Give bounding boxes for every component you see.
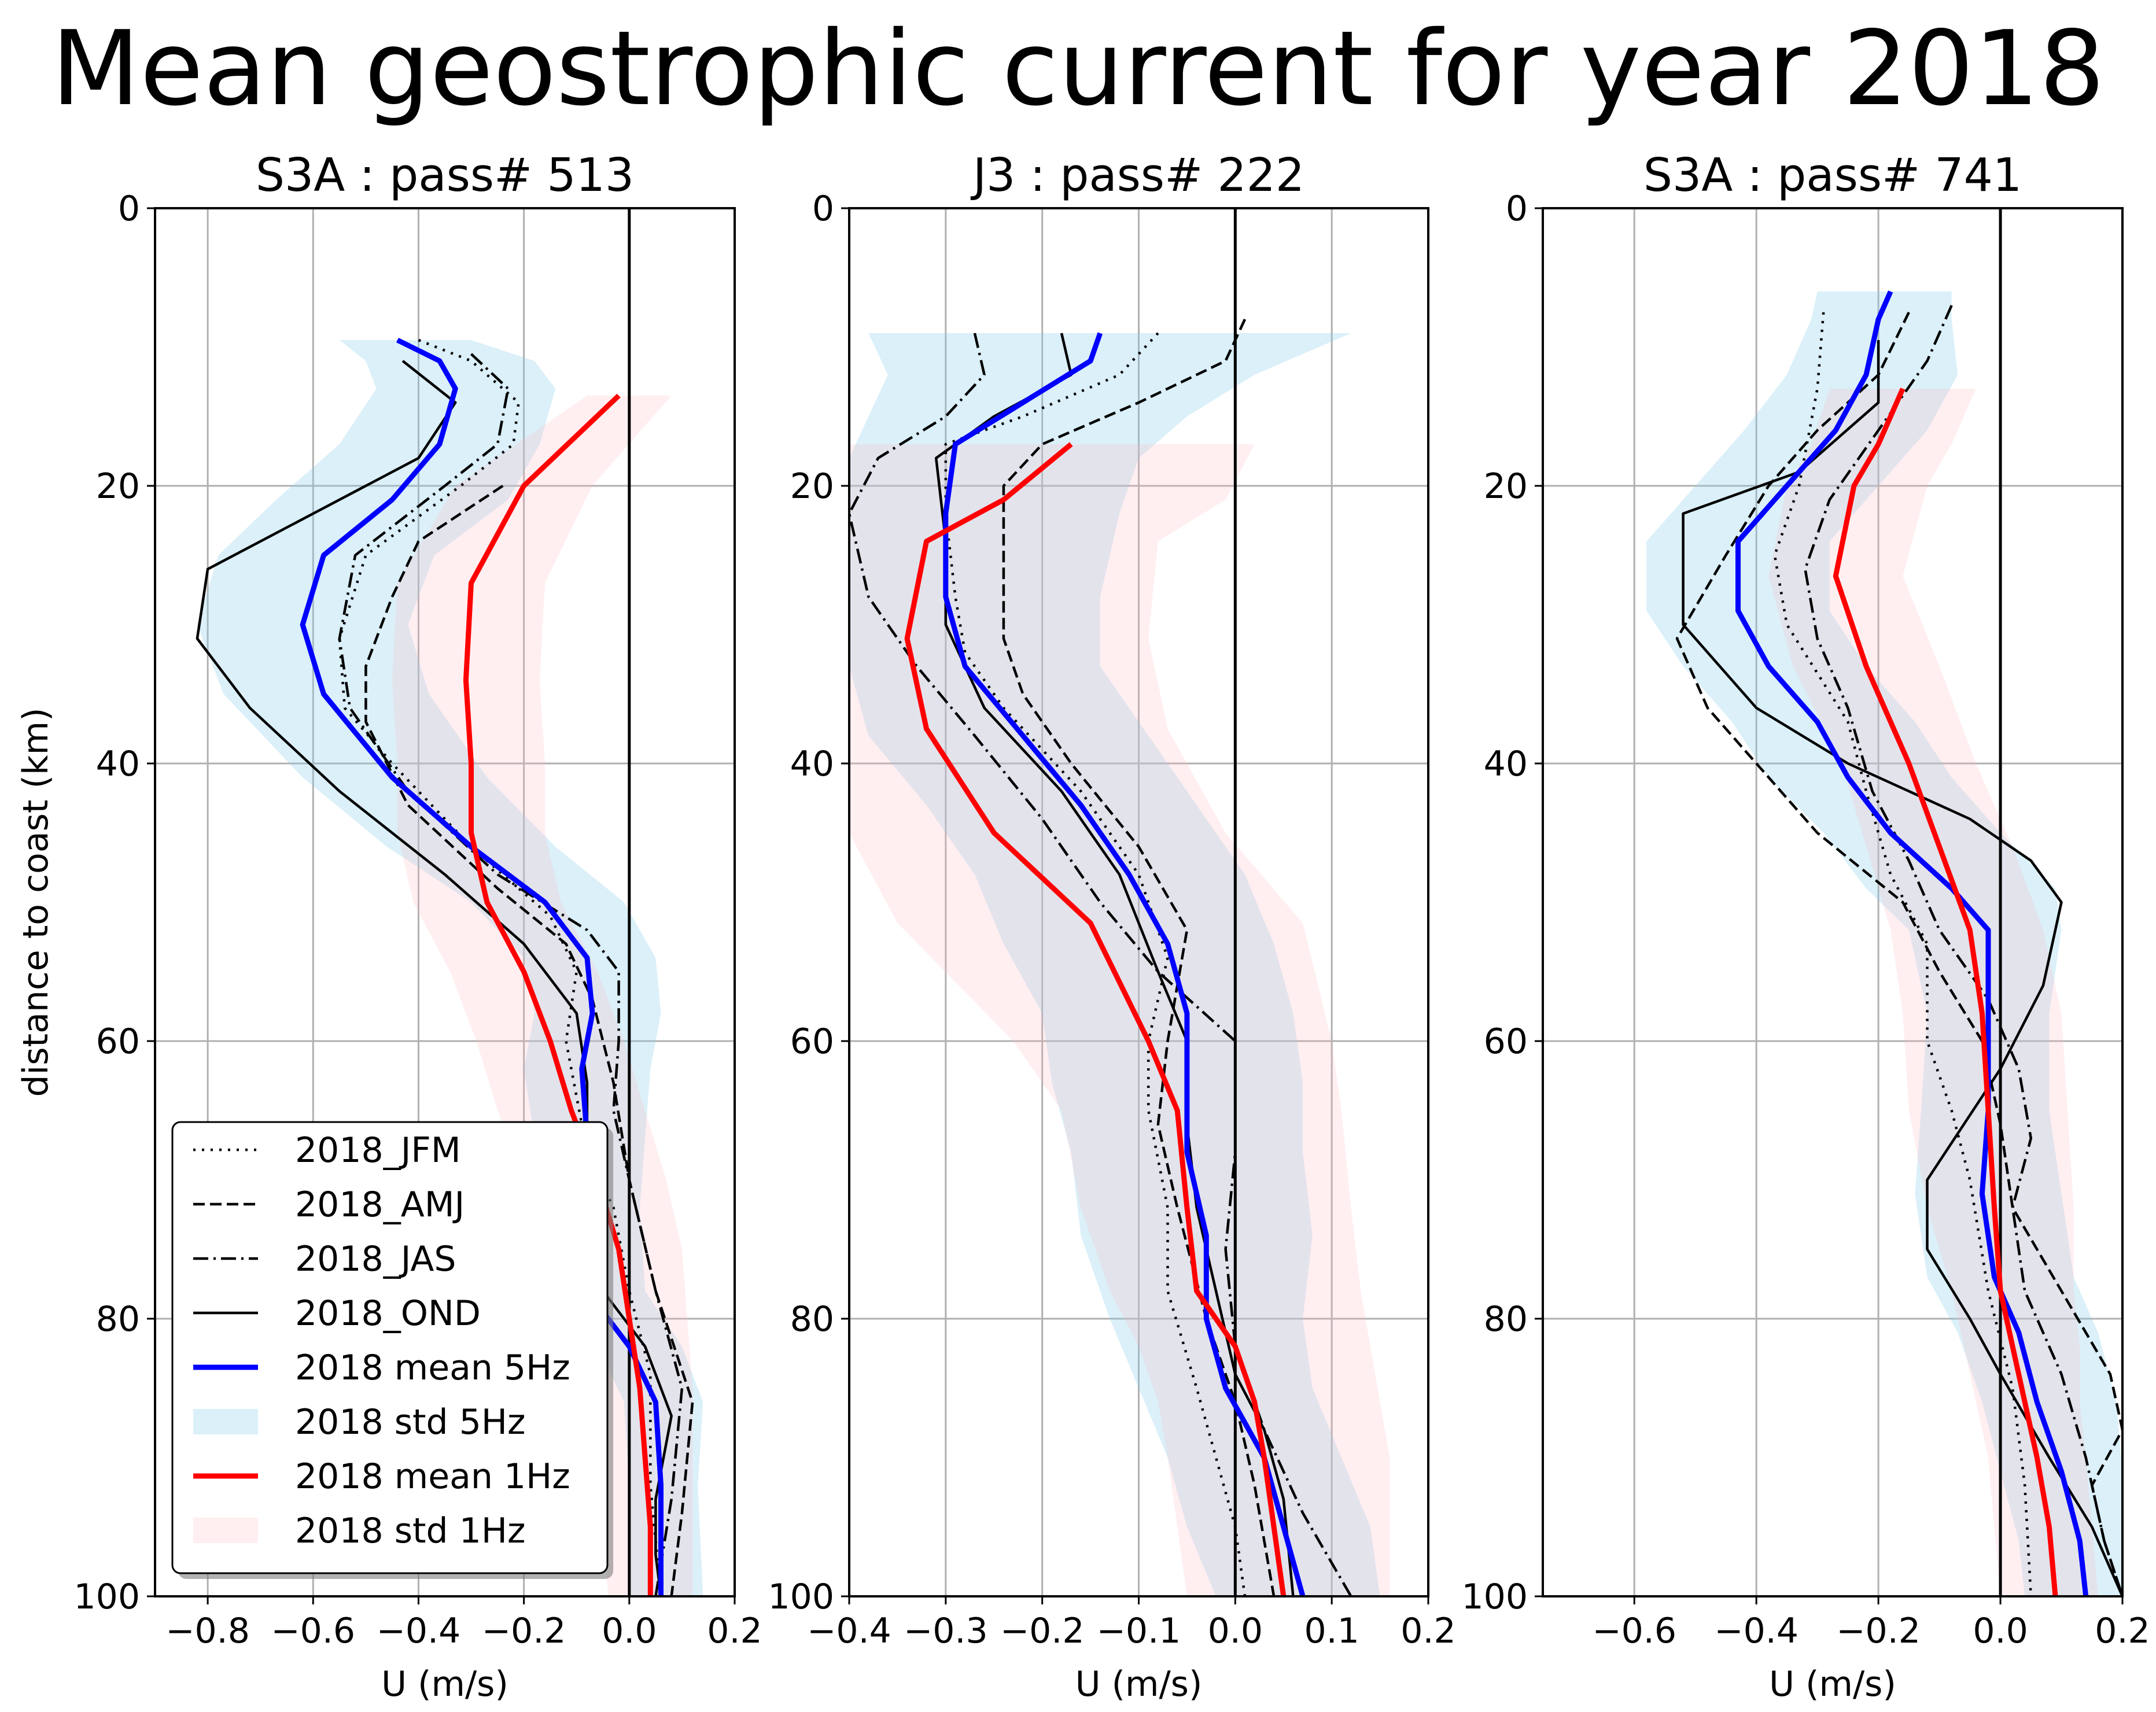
y-tick-label: 80 (1484, 1299, 1528, 1340)
series-2018_ond (1682, 340, 2122, 1596)
x-tick-label: 0.2 (1401, 1611, 1455, 1651)
band-2018-std-5hz (849, 333, 1380, 1596)
y-tick-label: 20 (790, 466, 834, 507)
band-2018-std-5hz (1646, 292, 2122, 1596)
y-tick-label: 60 (790, 1021, 834, 1062)
series-2018-mean-1hz (1833, 388, 2058, 1596)
panel-title: J3 : pass# 222 (970, 149, 1304, 202)
chart-panel-3: −0.6 −0.4 −0.2 0.0 0.2 0 20 40 60 80 100 S3A : pass… (1461, 149, 2150, 1704)
legend-entry: 2018_OND (193, 1293, 481, 1334)
legend-label: 2018 mean 1Hz (295, 1456, 570, 1497)
series-2018-mean-1hz (463, 393, 653, 1596)
x-tick-label: −0.6 (271, 1611, 355, 1651)
axes-frame (1542, 207, 2124, 1597)
series-2018_ond (934, 333, 1295, 1596)
series-2018-mean-5hz (300, 337, 664, 1596)
y-axis-label: distance to coast (km) (16, 708, 56, 1097)
x-tick-label: 0.2 (2095, 1611, 2150, 1651)
x-tick-label: −0.2 (482, 1611, 566, 1651)
series-2018_amj (364, 485, 694, 1596)
x-axis-label: U (m/s) (1769, 1664, 1896, 1704)
x-axis-label: U (m/s) (1075, 1664, 1203, 1704)
legend-label: 2018 mean 5Hz (295, 1348, 570, 1388)
x-tick-label: −0.2 (1836, 1611, 1921, 1651)
legend-entry: 2018_JFM (193, 1130, 461, 1171)
series-2018-mean-1hz (904, 442, 1287, 1596)
legend-label: 2018_JFM (295, 1130, 461, 1171)
legend-entry: 2018 mean 5Hz (193, 1348, 570, 1388)
band-2018-std-1hz (849, 444, 1390, 1596)
plot-area (849, 208, 1390, 1596)
x-tick-label: −0.4 (1714, 1611, 1798, 1651)
x-tick-label: 0.0 (1973, 1611, 2028, 1651)
legend-label: 2018_OND (295, 1293, 481, 1334)
legend-label: 2018_AMJ (295, 1185, 465, 1225)
x-tick-label: 0.2 (707, 1611, 762, 1651)
plot-area (1646, 208, 2122, 1596)
x-tick-label: −0.3 (904, 1611, 988, 1651)
figure-title: Mean geostrophic current for year 2018 (51, 9, 2105, 128)
y-tick-label: 0 (812, 189, 834, 229)
y-tick-label: 60 (96, 1021, 140, 1062)
legend-entry: 2018_AMJ (193, 1185, 465, 1225)
series-2018-mean-5hz (1735, 290, 2089, 1596)
x-tick-label: −0.6 (1592, 1611, 1676, 1651)
y-tick-label: 40 (1484, 744, 1528, 784)
legend-entry: 2018 mean 1Hz (193, 1456, 570, 1497)
series-2018_jfm (1773, 312, 2033, 1596)
legend-entry: 2018 std 5Hz (193, 1402, 526, 1442)
y-tick-label: 60 (1484, 1021, 1528, 1062)
legend-entry: 2018 std 1Hz (193, 1511, 526, 1551)
legend-swatch (193, 1518, 258, 1543)
series-2018_jas (1804, 305, 2122, 1596)
axes-frame (154, 207, 736, 1597)
legend-swatch (193, 1409, 258, 1434)
series-2018_jfm (944, 332, 1247, 1596)
y-tick-label: 80 (790, 1299, 834, 1340)
band-2018-std-1hz (1768, 389, 2098, 1596)
y-tick-label: 0 (118, 189, 140, 229)
y-tick-label: 80 (96, 1299, 140, 1340)
y-tick-label: 100 (768, 1577, 834, 1617)
y-tick-label: 20 (1484, 466, 1528, 507)
legend-label: 2018 std 1Hz (295, 1511, 526, 1551)
legend-entry: 2018_JAS (193, 1239, 456, 1279)
x-axis-label: U (m/s) (381, 1664, 508, 1704)
y-tick-label: 40 (96, 744, 140, 784)
x-tick-label: 0.1 (1304, 1611, 1359, 1651)
x-tick-label: −0.4 (377, 1611, 461, 1651)
series-2018_ond (196, 360, 673, 1596)
x-tick-label: −0.8 (165, 1611, 250, 1651)
x-tick-label: 0.0 (1208, 1611, 1263, 1651)
y-tick-label: 0 (1506, 189, 1528, 229)
x-tick-label: 0.0 (602, 1611, 657, 1651)
y-tick-label: 40 (790, 744, 834, 784)
chart-panel-2: −0.4 −0.3 −0.2 −0.1 0.0 0.1 0.2 0 20 40 60 80 100 J3 … (768, 149, 1455, 1704)
legend: 2018_JFM 2018_AMJ 2018_JAS 2018_OND 2018 mea… (171, 1121, 613, 1579)
y-tick-label: 100 (1461, 1577, 1528, 1617)
x-tick-label: −0.1 (1097, 1611, 1181, 1651)
panel-title: S3A : pass# 741 (1643, 149, 2022, 202)
x-tick-label: −0.2 (1000, 1611, 1085, 1651)
y-tick-label: 100 (73, 1577, 140, 1617)
series-2018_amj (1675, 312, 2122, 1596)
x-tick-label: −0.4 (807, 1611, 891, 1651)
y-tick-label: 20 (96, 466, 140, 507)
legend-box (171, 1121, 609, 1574)
panel-title: S3A : pass# 513 (256, 149, 634, 202)
series-2018-mean-5hz (943, 332, 1306, 1596)
legend-label: 2018_JAS (295, 1239, 456, 1279)
legend-label: 2018 std 5Hz (295, 1402, 526, 1442)
